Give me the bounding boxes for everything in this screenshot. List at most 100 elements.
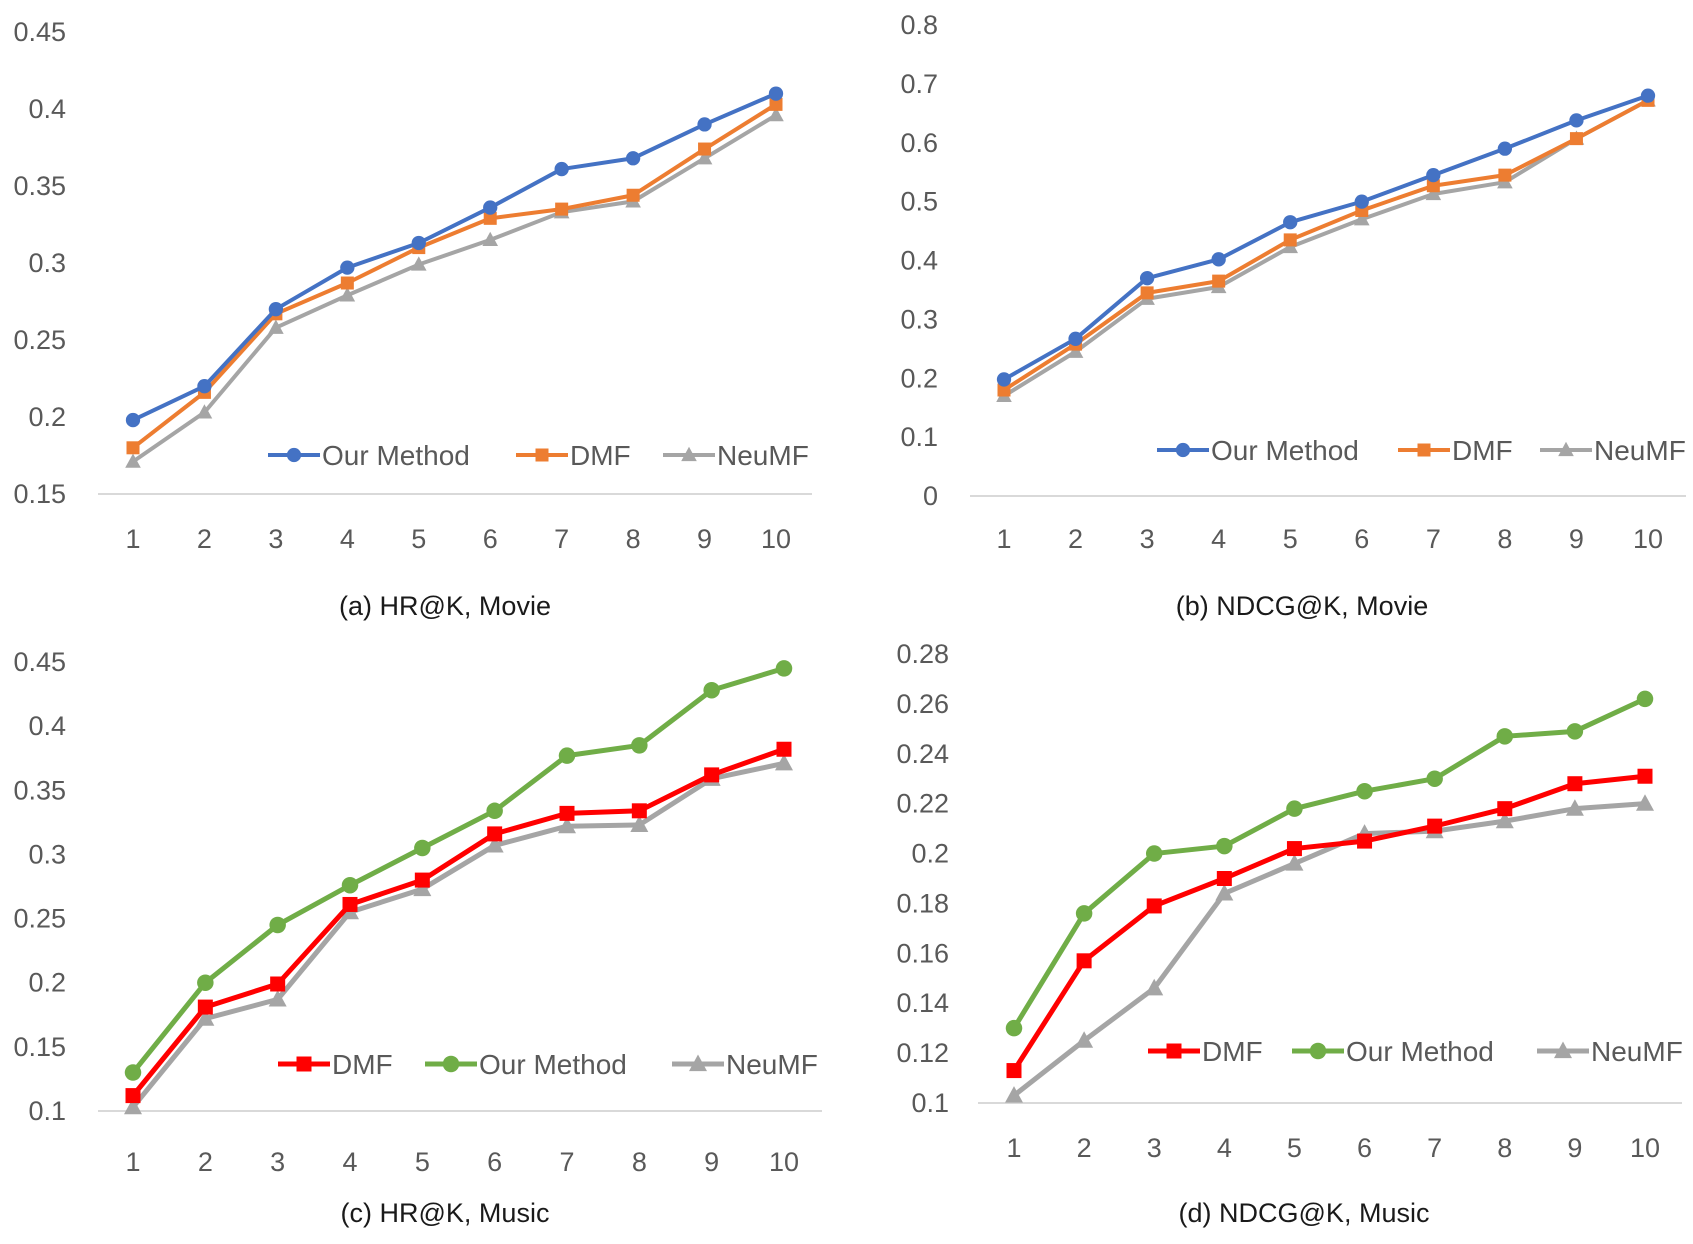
x-tick-label: 10 [1633,524,1663,554]
x-tick-label: 4 [1211,524,1226,554]
x-tick-label: 4 [340,524,355,554]
data-point-dmf [1006,1063,1022,1079]
data-point-our-method [1426,770,1443,787]
x-tick-label: 7 [1426,524,1441,554]
data-point-our-method [1356,782,1373,800]
data-point-our-method [1005,1019,1023,1037]
data-point-our-method [1496,728,1514,745]
data-point-neumf [482,231,499,247]
x-tick-label: 1 [1006,1133,1021,1163]
y-tick-label: 0.25 [13,325,66,355]
data-point-neumf [1495,811,1514,829]
x-tick-label: 5 [1283,524,1298,554]
panel-caption: (a) HR@K, Movie [339,591,551,621]
data-point-dmf [559,805,575,821]
series-line-neumf [131,113,778,464]
x-tick-label: 3 [1140,524,1155,554]
data-point-dmf [1216,871,1232,886]
y-tick-label: 0.4 [28,94,66,124]
data-point-neumf [1005,1086,1023,1103]
data-point-our-method [197,974,214,991]
data-point-neumf [125,453,141,468]
data-point-neumf [768,106,784,122]
data-point-our-method [1640,88,1656,103]
x-tick-label: 10 [761,524,791,554]
x-tick-label: 10 [769,1147,799,1177]
legend-marker-our-method [1175,442,1191,458]
data-point-our-method [125,412,141,428]
series-line-dmf [130,746,787,1099]
x-tick-label: 5 [411,524,426,554]
x-tick-label: 10 [1630,1133,1660,1163]
data-point-neumf [1565,799,1584,816]
series-line-neumf [130,760,787,1110]
data-point-neumf [630,815,649,833]
data-point-our-method [775,660,793,677]
data-point-neumf [124,1097,142,1115]
y-tick-label: 0.8 [900,10,938,40]
data-point-dmf [1140,286,1154,300]
legend-label-our-method: Our Method [479,1049,627,1080]
data-point-our-method [1075,905,1093,922]
data-point-our-method [1068,331,1083,346]
x-tick-label: 2 [1068,524,1083,554]
data-point-dmf [1283,233,1297,247]
y-tick-label: 0.16 [896,938,949,968]
x-tick-label: 8 [632,1147,647,1177]
data-point-dmf [414,872,430,888]
data-point-neumf [268,989,287,1007]
y-tick-label: 0.3 [28,248,66,278]
series-line-neumf [1011,801,1648,1099]
x-tick-label: 1 [125,524,140,554]
y-tick-label: 0.3 [28,839,66,869]
series-line-our-method [1011,696,1648,1031]
x-tick-label: 8 [626,524,641,554]
series-line-dmf [1002,98,1650,393]
x-tick-label: 6 [1357,1133,1372,1163]
y-tick-label: 0.18 [896,888,949,918]
data-point-dmf [197,999,213,1015]
data-point-dmf [1146,898,1162,914]
data-point-dmf [342,896,358,912]
x-tick-label: 3 [1147,1133,1162,1163]
data-point-neumf [1353,211,1370,226]
data-point-dmf [1426,179,1440,193]
y-tick-label: 0.4 [28,711,66,741]
y-tick-label: 0.3 [900,304,938,334]
data-point-dmf [1076,953,1092,969]
y-tick-label: 0.35 [13,775,66,805]
x-tick-label: 8 [1497,1133,1512,1163]
data-point-neumf [1636,794,1654,811]
data-point-our-method [1286,800,1303,817]
data-point-dmf [1427,818,1443,834]
data-point-our-method [340,260,355,275]
x-tick-label: 7 [1427,1133,1442,1163]
data-point-our-method [697,117,712,132]
y-tick-label: 0.22 [896,789,949,819]
data-point-our-method [1216,837,1233,855]
data-point-our-method [197,379,212,394]
series-line-neumf [1002,98,1650,398]
y-tick-label: 0.26 [896,689,949,719]
data-point-dmf [769,97,783,111]
data-point-neumf [1075,1031,1094,1048]
x-tick-label: 5 [415,1147,430,1177]
x-tick-label: 7 [559,1147,574,1177]
data-point-dmf [631,803,647,819]
data-point-our-method [414,839,431,857]
legend-label-our-method: Our Method [1211,435,1359,466]
legend-marker-our-method [442,1055,460,1073]
data-point-neumf [196,404,213,419]
y-tick-label: 0.45 [13,17,66,47]
data-point-our-method [554,161,569,177]
x-tick-label: 9 [1569,524,1584,554]
legend-marker-our-method [1309,1042,1327,1060]
data-point-neumf [339,287,356,302]
data-point-dmf [626,188,640,202]
y-tick-label: 0.15 [13,1032,66,1062]
data-point-dmf [776,741,792,757]
data-point-our-method [631,737,648,754]
data-point-dmf [1569,132,1583,146]
y-tick-label: 0.2 [900,363,938,393]
legend-marker-dmf [296,1056,312,1072]
